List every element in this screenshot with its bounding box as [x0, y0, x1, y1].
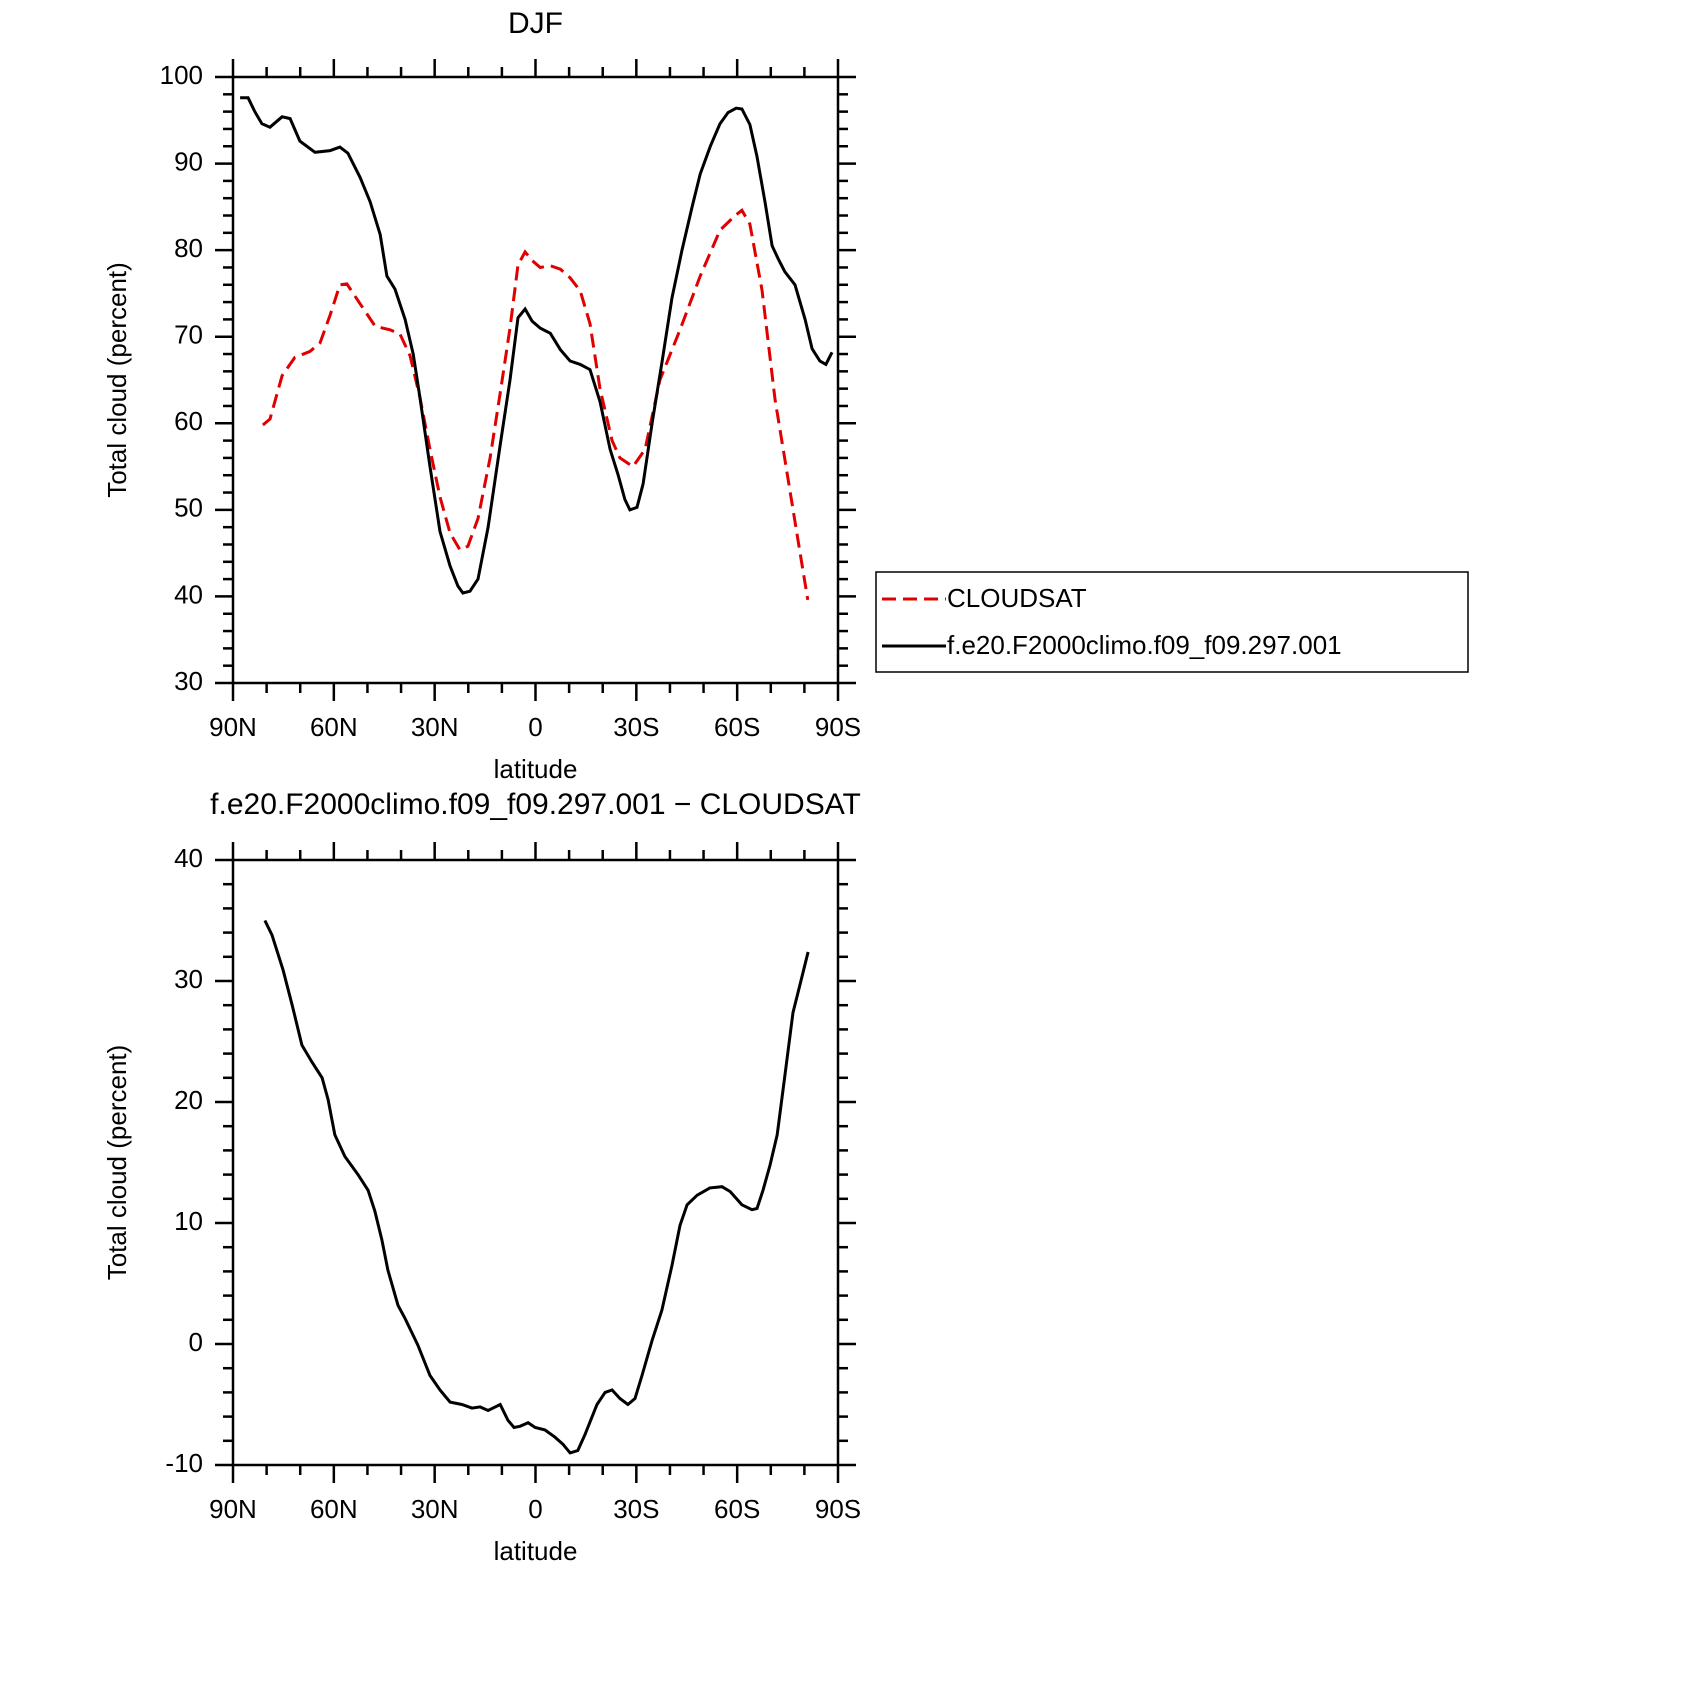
y-tick-label: 80 [174, 233, 203, 263]
chart-title: f.e20.F2000climo.f09_f09.297.001 − CLOUD… [210, 788, 861, 821]
y-tick-label: 40 [174, 579, 203, 609]
x-tick-label: 30N [411, 712, 459, 742]
chart-title: DJF [508, 7, 563, 40]
y-axis-label: Total cloud (percent) [102, 262, 132, 498]
plot-frame [231, 75, 840, 685]
legend-label: f.e20.F2000climo.f09_f09.297.001 [947, 630, 1342, 660]
x-tick-label: 0 [528, 1494, 542, 1524]
y-tick-label: 10 [174, 1206, 203, 1236]
x-tick-label: 90S [815, 1494, 861, 1524]
y-tick-label: 60 [174, 406, 203, 436]
data-line [263, 919, 810, 1455]
legend-label: CLOUDSAT [947, 583, 1087, 613]
x-tick-label: 30S [613, 712, 659, 742]
x-tick-label: 30S [613, 1494, 659, 1524]
x-tick-label: 90S [815, 712, 861, 742]
y-tick-label: 0 [189, 1327, 203, 1357]
legend-box [875, 571, 1469, 673]
x-axis-label: latitude [494, 1536, 578, 1566]
x-tick-label: 60N [310, 1494, 358, 1524]
x-tick-label: 60S [714, 1494, 760, 1524]
y-axis-label: Total cloud (percent) [102, 1045, 132, 1281]
y-tick-label: 90 [174, 146, 203, 176]
y-tick-label: 30 [174, 964, 203, 994]
x-tick-label: 90N [209, 712, 257, 742]
y-tick-label: 70 [174, 320, 203, 350]
plot-frame [231, 858, 840, 1467]
data-line [240, 96, 834, 595]
y-tick-label: 40 [174, 843, 203, 873]
x-tick-label: 0 [528, 712, 542, 742]
y-tick-label: -10 [165, 1448, 203, 1478]
x-tick-label: 30N [411, 1494, 459, 1524]
x-axis-label: latitude [494, 754, 578, 784]
x-tick-label: 60S [714, 712, 760, 742]
y-tick-label: 50 [174, 493, 203, 523]
data-line [261, 208, 810, 601]
y-tick-label: 100 [160, 60, 203, 90]
y-tick-label: 30 [174, 666, 203, 696]
x-tick-label: 90N [209, 1494, 257, 1524]
x-tick-label: 60N [310, 712, 358, 742]
y-tick-label: 20 [174, 1085, 203, 1115]
